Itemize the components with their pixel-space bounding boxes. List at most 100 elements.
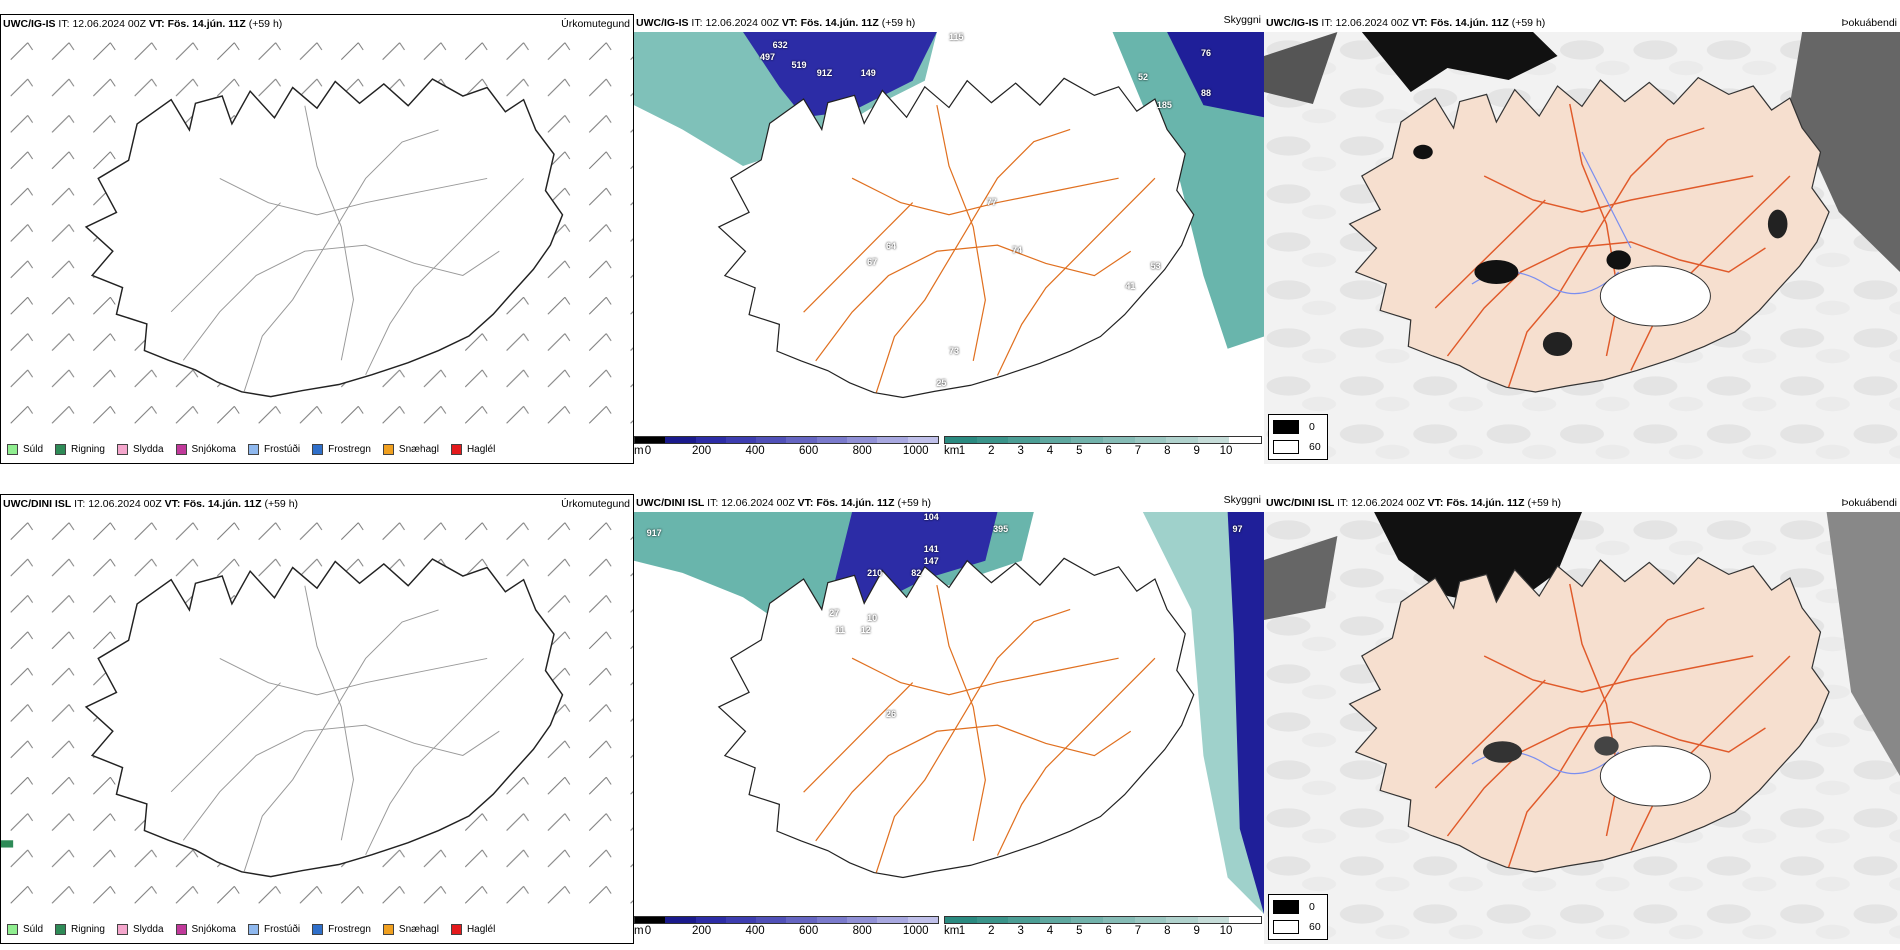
precip-legend-item: Snæhagl: [382, 924, 439, 935]
panel-title: Þokuábendi: [1841, 497, 1897, 509]
legend-swatch: [450, 444, 462, 455]
visibility-panel-row1: UWC/IG-IS IT: 12.06.2024 00Z VT: Fös. 14…: [634, 14, 1264, 464]
precip-type-panel-row2: UWC/DINI ISL IT: 12.06.2024 00Z VT: Fös.…: [0, 494, 634, 944]
cloud-base-value: 497: [760, 52, 776, 63]
fog-key-swatch-60: [1273, 920, 1299, 934]
scale-tick-label: 200: [691, 445, 712, 457]
legend-label: Súld: [23, 924, 44, 935]
cloud-base-value: 149: [860, 68, 876, 79]
visibility-map: 917 104 395 97 141 147 210 82 27 10 11 12 26: [634, 512, 1264, 914]
scale-color-step: [1039, 917, 1072, 923]
scale-color-step: [847, 437, 878, 443]
scale-color-step: [1197, 437, 1230, 443]
scale-color-step: [976, 437, 1009, 443]
scale-tick-label: 2: [988, 925, 995, 937]
legend-label: Slydda: [132, 444, 164, 455]
cloud-base-value: 41: [1125, 281, 1136, 292]
precip-legend-item: Frostregn: [312, 444, 371, 455]
scale-tick-label: 4: [1046, 445, 1054, 457]
fog-index-panel-row1: UWC/IG-IS IT: 12.06.2024 00Z VT: Fös. 14…: [1264, 14, 1900, 464]
cloud-base-value: 91Z: [816, 68, 833, 79]
precip-legend: Súld Rigning Slydda Snjókoma Frostúði Frostre…: [7, 444, 495, 455]
legend-swatch: [312, 444, 324, 455]
fog-index-panel-row2: UWC/DINI ISL IT: 12.06.2024 00Z VT: Fös.…: [1264, 494, 1900, 944]
scale-tick-label: 6: [1105, 925, 1112, 937]
precip-map: [1, 33, 633, 433]
scale-color-step: [1039, 437, 1072, 443]
precip-legend-item: Súld: [7, 924, 43, 935]
legend-swatch: [175, 444, 187, 455]
visibility-scale: km 1 2 3 4 5 6 7 8 9 10: [944, 436, 1262, 458]
scale-tick-label: 4: [1046, 925, 1054, 937]
precip-legend-item: Rigning: [55, 924, 105, 935]
panel-header: UWC/DINI ISL IT: 12.06.2024 00Z VT: Fös.…: [636, 497, 932, 509]
legend-swatch: [247, 444, 259, 455]
cloud-base-value: 12: [860, 624, 871, 635]
cloud-base-value: 27: [829, 608, 840, 619]
panel-header: UWC/DINI ISL IT: 12.06.2024 00Z VT: Fös.…: [3, 498, 299, 510]
precip-legend-item: Snjókoma: [175, 924, 236, 935]
legend-swatch: [247, 924, 259, 935]
scale-color-step: [1197, 917, 1230, 923]
panel-header: UWC/IG-IS IT: 12.06.2024 00Z VT: Fös. 14…: [1266, 17, 1546, 29]
precip-legend-item: Slydda: [116, 924, 164, 935]
panel-header: UWC/DINI ISL IT: 12.06.2024 00Z VT: Fös.…: [1266, 497, 1562, 509]
fog-key-swatch-0: [1273, 420, 1299, 434]
scale-color-step: [945, 917, 977, 923]
legend-label: Rigning: [71, 444, 105, 455]
scale-color-step: [976, 917, 1009, 923]
scale-color-step: [907, 917, 938, 923]
scale-color-step: [665, 437, 696, 443]
scale-color-step: [756, 917, 787, 923]
scale-tick-label: 5: [1076, 925, 1083, 937]
cloud-base-value: 519: [791, 60, 807, 71]
legend-label: Rigning: [71, 924, 105, 935]
panel-title: Úrkomutegund: [561, 18, 630, 30]
scale-tick-label: 1: [958, 445, 966, 457]
cloud-base-value: 115: [949, 32, 964, 42]
scale-color-step: [786, 917, 817, 923]
scale-color-step: [877, 917, 908, 923]
scale-color-step: [816, 917, 848, 923]
legend-swatch: [450, 924, 462, 935]
scale-tick-label: 2: [988, 445, 995, 457]
panel-header: UWC/IG-IS IT: 12.06.2024 00Z VT: Fös. 14…: [636, 17, 916, 29]
legend-label: Frostregn: [328, 924, 371, 935]
legend-label: Snjókoma: [191, 444, 236, 455]
scale-tick-label: 400: [745, 445, 765, 457]
cloud-base-value: 82: [911, 568, 922, 579]
cloud-base-value: 185: [1156, 100, 1172, 111]
legend-label: Frostúði: [263, 924, 301, 935]
legend-label: Frostregn: [328, 444, 371, 455]
precip-legend-item: Slydda: [116, 444, 164, 455]
scale-color-step: [1102, 917, 1135, 923]
legend-swatch: [55, 444, 67, 455]
cloud-labels: 917 104 395 97 141 147 210 82 27 10 11 12 26: [634, 512, 1264, 914]
scale-color-step: [816, 437, 848, 443]
cloud-base-value: 53: [1150, 261, 1161, 272]
fog-map: [1264, 512, 1900, 944]
scale-tick-label: 1000: [902, 925, 929, 937]
scale-tick-label: 10: [1219, 445, 1233, 457]
visibility-map: 632 497 519 91Z 149 115 76 52 88 185 64 67 77 74 73 53 4…: [634, 32, 1264, 434]
legend-swatch: [7, 924, 18, 935]
precip-legend: Súld Rigning Slydda Snjókoma Frostúði Frostre…: [7, 924, 495, 935]
scale-color-step: [756, 437, 787, 443]
visibility-panel-row2: UWC/DINI ISL IT: 12.06.2024 00Z VT: Fös.…: [634, 494, 1264, 944]
legend-swatch: [382, 444, 394, 455]
cloud-base-value: 52: [1138, 72, 1149, 83]
scale-tick-label: 400: [745, 925, 765, 937]
scale-color-step: [786, 437, 817, 443]
panel-title: Skyggni: [1223, 494, 1261, 506]
cloud-base-value: 917: [646, 528, 662, 539]
scale-color-step: [1134, 917, 1167, 923]
precip-legend-item: Frostregn: [312, 924, 371, 935]
scale-tick-label: 7: [1134, 445, 1142, 457]
cloud-base-value: 97: [1232, 524, 1243, 535]
fog-key: 0 60: [1268, 414, 1328, 460]
cloud-base-value: 147: [923, 556, 939, 567]
scale-color-step: [695, 437, 726, 443]
legend-label: Frostúði: [263, 444, 301, 455]
legend-swatch: [116, 924, 128, 935]
cloud-base-value: 64: [886, 241, 897, 252]
